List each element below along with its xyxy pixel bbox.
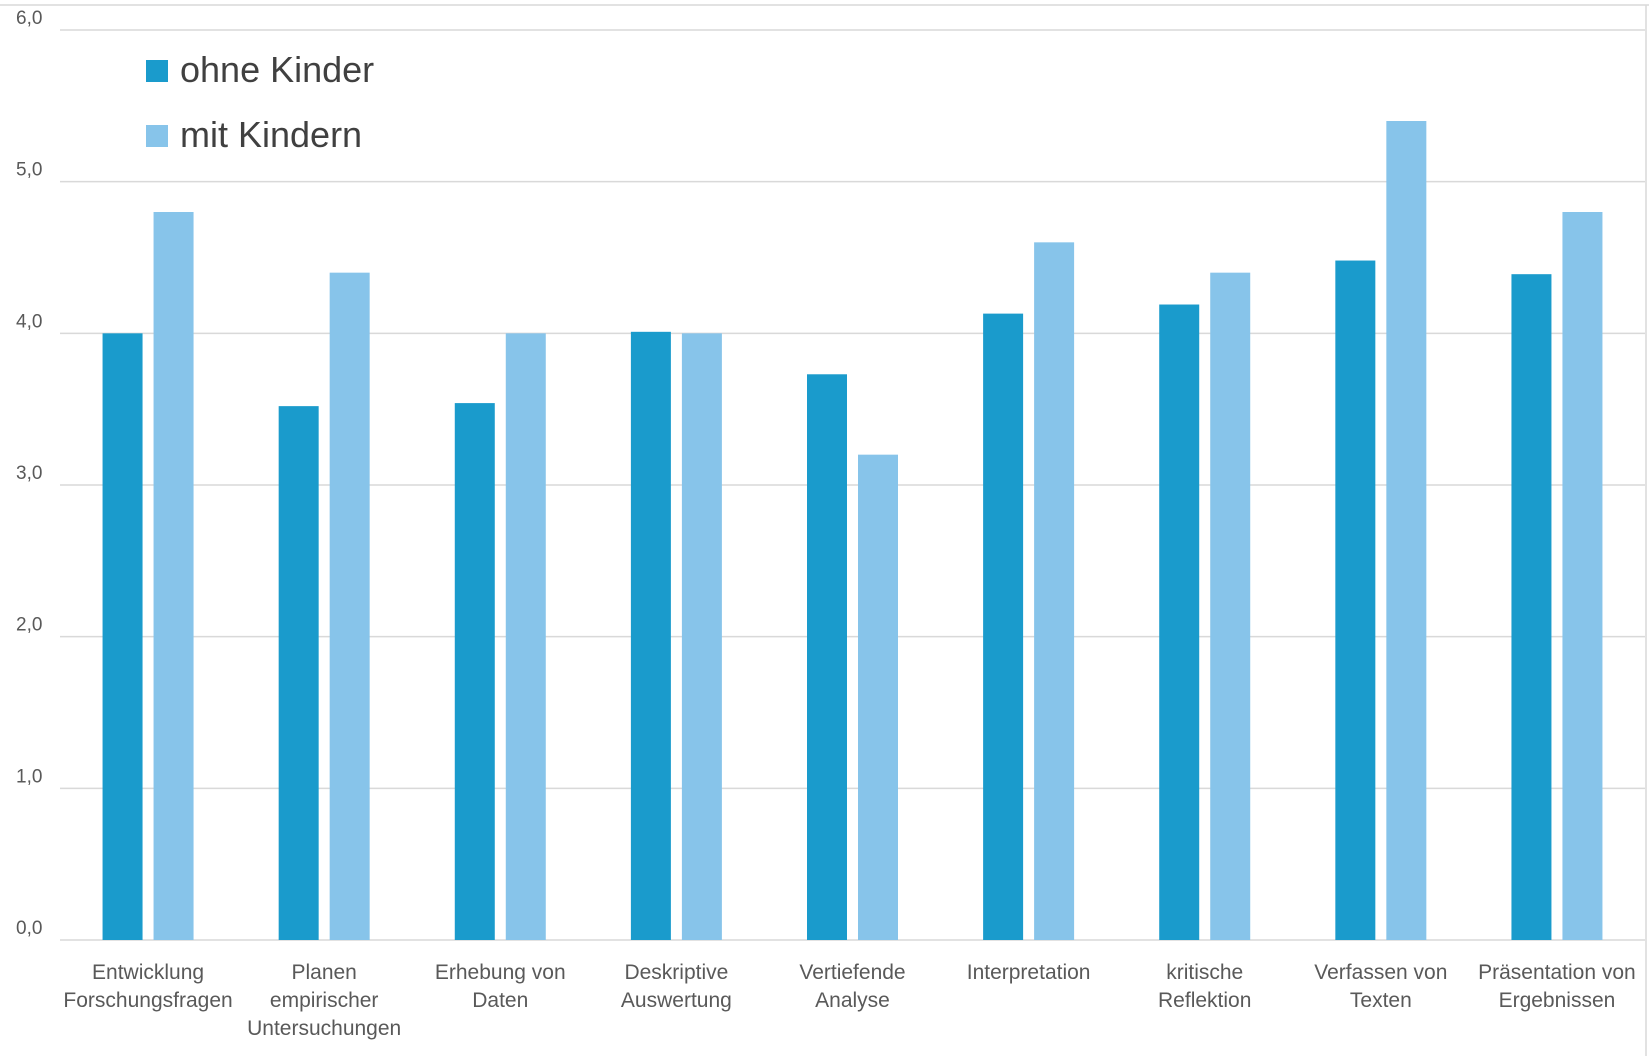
bar-mit-kindern bbox=[858, 454, 898, 940]
bar-ohne-kinder bbox=[102, 333, 143, 940]
x-category-label: Deskriptive Auswertung bbox=[621, 961, 732, 1012]
bar-ohne-kinder bbox=[1335, 260, 1376, 940]
legend-label: ohne Kinder bbox=[180, 49, 374, 90]
y-tick-label: 5,0 bbox=[16, 160, 42, 181]
bar-ohne-kinder bbox=[1159, 304, 1200, 940]
x-axis-labels: Entwicklung Forschungsfragen Planen empiris… bbox=[63, 961, 1635, 1040]
bar-mit-kindern bbox=[505, 333, 546, 940]
bar-mit-kindern bbox=[329, 272, 370, 941]
x-category-label: Interpretation bbox=[967, 961, 1091, 984]
x-category-label: Entwicklung Forschungsfragen bbox=[63, 961, 232, 1012]
bar-ohne-kinder bbox=[630, 331, 671, 941]
bar-ohne-kinder bbox=[1511, 274, 1552, 940]
y-tick-label: 2,0 bbox=[16, 615, 42, 636]
gridlines bbox=[60, 29, 1645, 941]
x-category-label: Erhebung von Daten bbox=[435, 961, 566, 1012]
x-category-label: Planen empirischer Untersuchungen bbox=[247, 961, 401, 1040]
bars bbox=[102, 121, 1603, 941]
y-tick-label: 0,0 bbox=[16, 918, 42, 939]
y-tick-label: 4,0 bbox=[16, 311, 42, 332]
bar-mit-kindern bbox=[1386, 121, 1427, 940]
bar-mit-kindern bbox=[1034, 242, 1075, 941]
bar-mit-kindern bbox=[153, 212, 194, 940]
y-tick-label: 6,0 bbox=[16, 8, 42, 29]
y-tick-label: 1,0 bbox=[16, 766, 42, 787]
legend: ohne Kinder mit Kindern bbox=[146, 49, 374, 155]
x-category-label: kritische Reflektion bbox=[1158, 961, 1251, 1012]
bar-mit-kindern bbox=[1562, 212, 1603, 940]
bar-mit-kindern bbox=[1210, 272, 1251, 941]
x-category-label: Vertiefende Analyse bbox=[799, 961, 905, 1012]
bar-mit-kindern bbox=[681, 333, 722, 940]
bar-ohne-kinder bbox=[278, 406, 319, 941]
y-tick-label: 3,0 bbox=[16, 463, 42, 484]
x-category-label: Präsentation von Ergebnissen bbox=[1478, 961, 1636, 1012]
legend-swatch bbox=[146, 125, 168, 147]
y-axis-ticks: 0,0 1,0 2,0 3,0 4,0 5,0 6,0 bbox=[16, 8, 42, 939]
bar-ohne-kinder bbox=[454, 403, 495, 941]
x-category-label: Verfassen von Texten bbox=[1314, 961, 1447, 1012]
bar-ohne-kinder bbox=[807, 374, 847, 940]
bar-ohne-kinder bbox=[983, 313, 1024, 940]
legend-label: mit Kindern bbox=[180, 114, 362, 155]
legend-swatch bbox=[146, 60, 168, 82]
